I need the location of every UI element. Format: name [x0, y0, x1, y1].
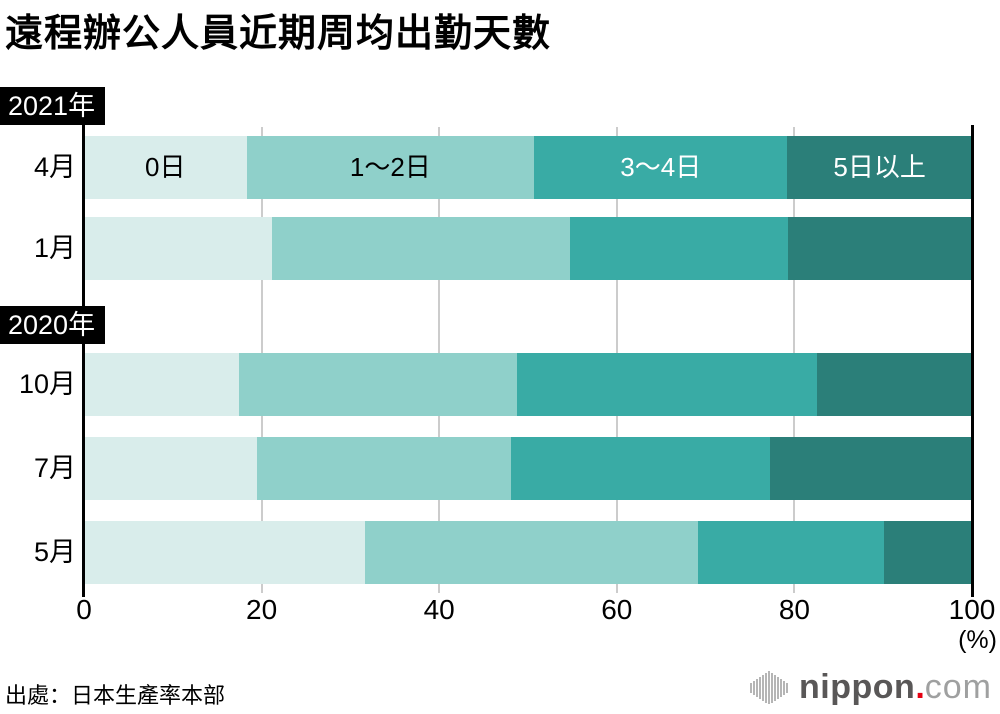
logo-text-com: com	[924, 668, 992, 706]
bar-row: 0日 1〜2日 3〜4日 5日以上	[84, 136, 972, 199]
axis-tick-label: 100	[948, 594, 996, 625]
bar-segment	[770, 437, 972, 500]
bar-segment	[272, 217, 570, 280]
bar-segment	[697, 521, 885, 584]
series-label: 1〜2日	[349, 152, 431, 182]
axis-tick-label: 20	[246, 594, 278, 625]
chart-title: 遠程辦公人員近期周均出勤天數	[5, 13, 552, 55]
month-label: 7月	[33, 453, 76, 483]
axis-tick-label: 60	[601, 594, 633, 625]
source-note: 出處：日本生產率本部	[5, 683, 226, 708]
nippon-com-logo: nippon . com	[750, 668, 992, 707]
axis-unit-label: (%)	[958, 626, 997, 654]
bar-segment	[884, 521, 972, 584]
bar-segment	[365, 521, 698, 584]
bar-segment	[817, 353, 972, 416]
bar-segment: 0日	[84, 136, 247, 199]
axis-tick-label: 80	[778, 594, 810, 625]
bar-segment	[517, 353, 818, 416]
month-label: 1月	[33, 233, 76, 263]
bar-segment	[84, 521, 366, 584]
series-label: 0日	[145, 152, 186, 182]
series-label: 5日以上	[833, 152, 926, 182]
bar-segment	[511, 437, 771, 500]
bar-segment	[569, 217, 789, 280]
bar-segment	[239, 353, 518, 416]
logo-dot: .	[915, 668, 925, 706]
bar-segment	[84, 353, 240, 416]
month-label: 4月	[33, 152, 76, 182]
logo-text-nippon: nippon	[799, 668, 916, 706]
axis-tick-label: 0	[76, 594, 92, 625]
month-label: 10月	[18, 369, 76, 399]
bar-segment	[788, 217, 972, 280]
bar-segment: 5日以上	[787, 136, 972, 199]
bar-row	[84, 437, 972, 500]
bar-row	[84, 353, 972, 416]
bar-segment	[257, 437, 512, 500]
bar-segment: 3〜4日	[534, 136, 788, 199]
year-badge: 2021年	[0, 87, 105, 125]
bar-row	[84, 217, 972, 280]
axis-tick-label: 40	[423, 594, 455, 625]
bar-segment: 1〜2日	[246, 136, 535, 199]
month-label: 5月	[33, 537, 76, 567]
year-badge: 2020年	[0, 306, 105, 344]
axis-line-right	[971, 125, 974, 597]
axis-line-left	[82, 125, 85, 597]
series-label: 3〜4日	[620, 152, 702, 182]
bar-row	[84, 521, 972, 584]
bar-segment	[84, 437, 258, 500]
bar-segment	[84, 217, 273, 280]
soundwave-bars-icon	[750, 670, 789, 706]
